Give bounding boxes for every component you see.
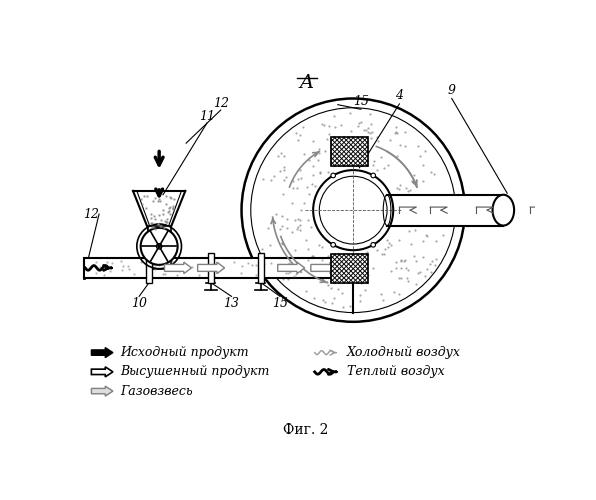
Bar [257,254,264,282]
Text: Холодный воздух: Холодный воздух [347,346,461,359]
Circle shape [251,108,455,312]
Bar [207,254,214,282]
Ellipse shape [492,194,514,226]
Circle shape [371,242,375,247]
Text: 9: 9 [448,84,456,97]
Circle shape [371,173,375,178]
Circle shape [331,173,336,178]
FancyArrow shape [278,262,305,274]
Circle shape [141,228,178,265]
Text: Высушенный продукт: Высушенный продукт [120,366,270,378]
Text: Газовзвесь: Газовзвесь [120,384,193,398]
Text: 4: 4 [395,90,403,102]
Text: 13: 13 [224,297,240,310]
Bar [386,194,504,226]
Bar [331,254,368,284]
Circle shape [322,180,384,241]
Text: 15: 15 [272,297,288,310]
Text: 10: 10 [131,297,147,310]
Text: Фиг. 2: Фиг. 2 [283,422,328,436]
Text: A: A [300,74,314,92]
Bar [83,258,353,278]
Text: 11: 11 [199,110,215,123]
Text: Теплый воздух: Теплый воздух [347,366,445,378]
FancyArrow shape [91,348,113,358]
Bar [331,137,368,166]
Text: 12: 12 [83,208,100,220]
FancyArrow shape [311,262,338,274]
Circle shape [331,242,336,247]
Text: 12: 12 [213,97,229,110]
FancyArrow shape [91,386,113,396]
FancyArrow shape [198,262,225,274]
FancyArrow shape [164,262,191,274]
Bar [148,258,170,268]
FancyArrow shape [91,367,113,377]
Bar [146,254,152,282]
Text: Исходный продукт: Исходный продукт [120,346,249,359]
Bar [148,226,170,237]
Text: 15: 15 [353,94,369,108]
